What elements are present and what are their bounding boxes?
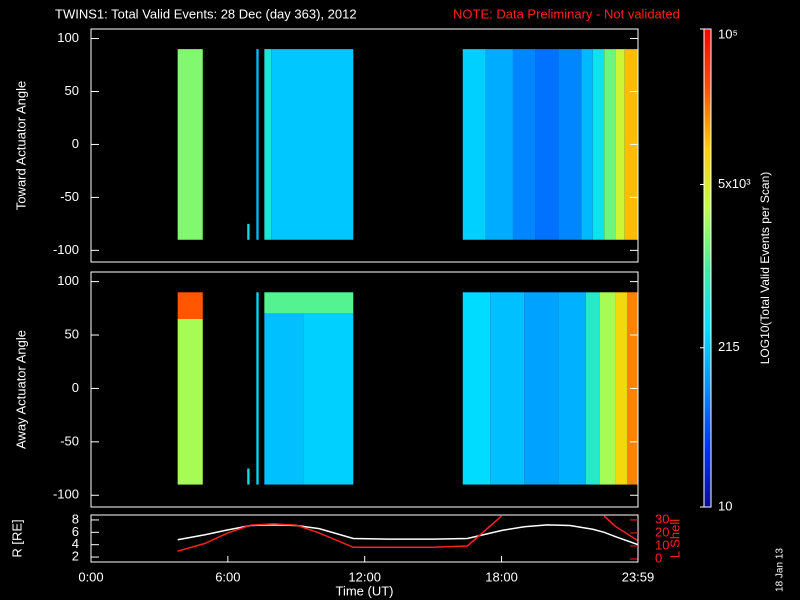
heatmap-cell xyxy=(177,319,203,485)
heatmap-cell xyxy=(462,292,491,485)
colorbar-tick-label: 10 xyxy=(718,498,732,513)
heatmap-cell xyxy=(615,292,627,485)
heatmap-cell xyxy=(585,292,600,485)
y-tick-label: 0 xyxy=(72,380,79,395)
x-tick-label: 6:00 xyxy=(215,569,240,584)
heatmap-cell xyxy=(177,292,203,319)
y-tick-label: 100 xyxy=(57,273,79,288)
y-tick-label: 0 xyxy=(72,136,79,151)
x-tick-label: 18:00 xyxy=(485,569,518,584)
y-tick-label: 100 xyxy=(57,30,79,45)
y-tick-label: -50 xyxy=(60,189,79,204)
y-axis-label: R [RE] xyxy=(9,519,24,557)
heatmap-cell xyxy=(592,49,605,240)
x-tick-label: 23:59 xyxy=(622,569,655,584)
date-stamp: 18 Jan 13 xyxy=(775,548,786,592)
colorbar-tick-label: 5x10³ xyxy=(718,176,751,191)
heatmap-cell xyxy=(256,49,259,240)
heatmap-cell xyxy=(264,49,272,240)
heatmap-cell xyxy=(303,313,354,485)
heatmap-cell xyxy=(535,49,559,240)
heatmap-cell xyxy=(604,49,616,240)
y-axis-label: Toward Actuator Angle xyxy=(13,81,28,210)
y2-axis-label: L Shell xyxy=(667,519,682,558)
x-axis-label: Time (UT) xyxy=(335,583,393,598)
y2-tick-label: 0 xyxy=(655,550,662,565)
colorbar-label: LOG10(Total Valid Events per Scan) xyxy=(758,172,772,365)
y-tick-label: 4 xyxy=(72,536,79,551)
heatmap-cell xyxy=(177,49,203,240)
plot-frame xyxy=(90,28,639,263)
heatmap-cell xyxy=(581,49,593,240)
heatmap-cell xyxy=(264,292,354,314)
heatmap-cell xyxy=(271,49,354,240)
y-axis-label: Away Actuator Angle xyxy=(13,330,28,449)
heatmap-cell xyxy=(599,292,616,485)
note: NOTE: Data Preliminary - Not validated xyxy=(453,6,680,21)
y-tick-label: 6 xyxy=(72,524,79,539)
lines xyxy=(177,515,638,552)
colorbar-tick-label: 215 xyxy=(718,339,740,354)
y-tick-label: 2 xyxy=(72,548,79,563)
heatmap-cell xyxy=(256,292,259,485)
y2-tick-label: 10 xyxy=(655,537,669,552)
chart-title: TWINS1: Total Valid Events: 28 Dec (day … xyxy=(55,6,357,21)
heatmap-cell xyxy=(512,49,536,240)
heatmap-cell xyxy=(615,49,625,240)
heatmap-cell xyxy=(462,49,486,240)
colorbar xyxy=(703,28,712,508)
plot-frame xyxy=(90,271,639,508)
heatmap-cell xyxy=(490,292,525,485)
y-tick-label: -100 xyxy=(53,242,79,257)
y-tick-label: 50 xyxy=(65,326,79,341)
y-tick-label: 50 xyxy=(65,83,79,98)
series-line xyxy=(177,515,638,552)
heatmap-cell xyxy=(558,49,582,240)
y-tick-label: -100 xyxy=(53,487,79,502)
heatmap-cell xyxy=(247,468,250,485)
heatmap-cell xyxy=(247,223,250,240)
y2-tick-label: 20 xyxy=(655,524,669,539)
y2-tick-label: 30 xyxy=(655,511,669,526)
x-tick-label: 12:00 xyxy=(348,569,381,584)
x-tick-label: 0:00 xyxy=(78,569,103,584)
colorbar-tick-label: 10⁵ xyxy=(718,26,738,41)
y-tick-label: 8 xyxy=(72,511,79,526)
heatmap-cell xyxy=(558,292,586,485)
heatmap-cell xyxy=(264,313,304,485)
heatmap-cell xyxy=(485,49,513,240)
y-tick-label: -50 xyxy=(60,433,79,448)
heatmap-cell xyxy=(524,292,559,485)
